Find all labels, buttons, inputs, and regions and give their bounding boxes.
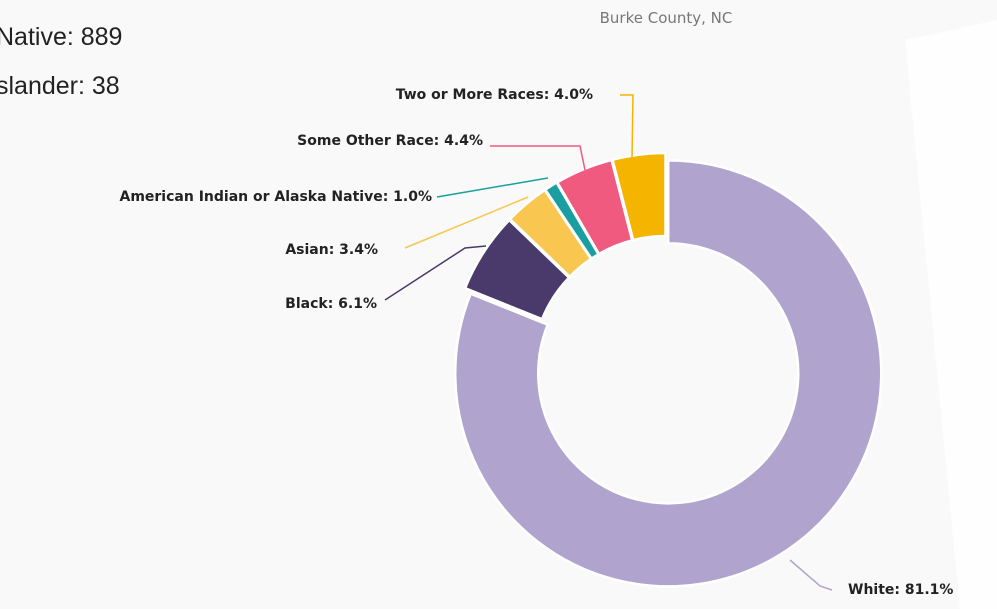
leader-line: [620, 94, 634, 159]
data-label: Two or More Races: 4.0%: [396, 87, 593, 103]
leader-line: [384, 245, 487, 301]
leader-line: [789, 559, 833, 591]
side-text: slander: 38: [0, 72, 120, 100]
donut-slice: [454, 159, 883, 588]
data-label: White: 81.1%: [848, 582, 953, 598]
leader-line: [404, 196, 529, 249]
decor-shape: [905, 20, 997, 609]
leader-line: [490, 145, 586, 171]
data-label: American Indian or Alaska Native: 1.0%: [119, 189, 432, 205]
donut-slice: [611, 151, 667, 242]
data-label: Asian: 3.4%: [285, 242, 378, 258]
side-text: Native: 889: [0, 23, 122, 51]
data-label: Black: 6.1%: [285, 296, 377, 312]
chart-subtitle: Burke County, NC: [600, 9, 733, 27]
leader-line: [436, 177, 549, 198]
data-label: Some Other Race: 4.4%: [297, 133, 483, 149]
